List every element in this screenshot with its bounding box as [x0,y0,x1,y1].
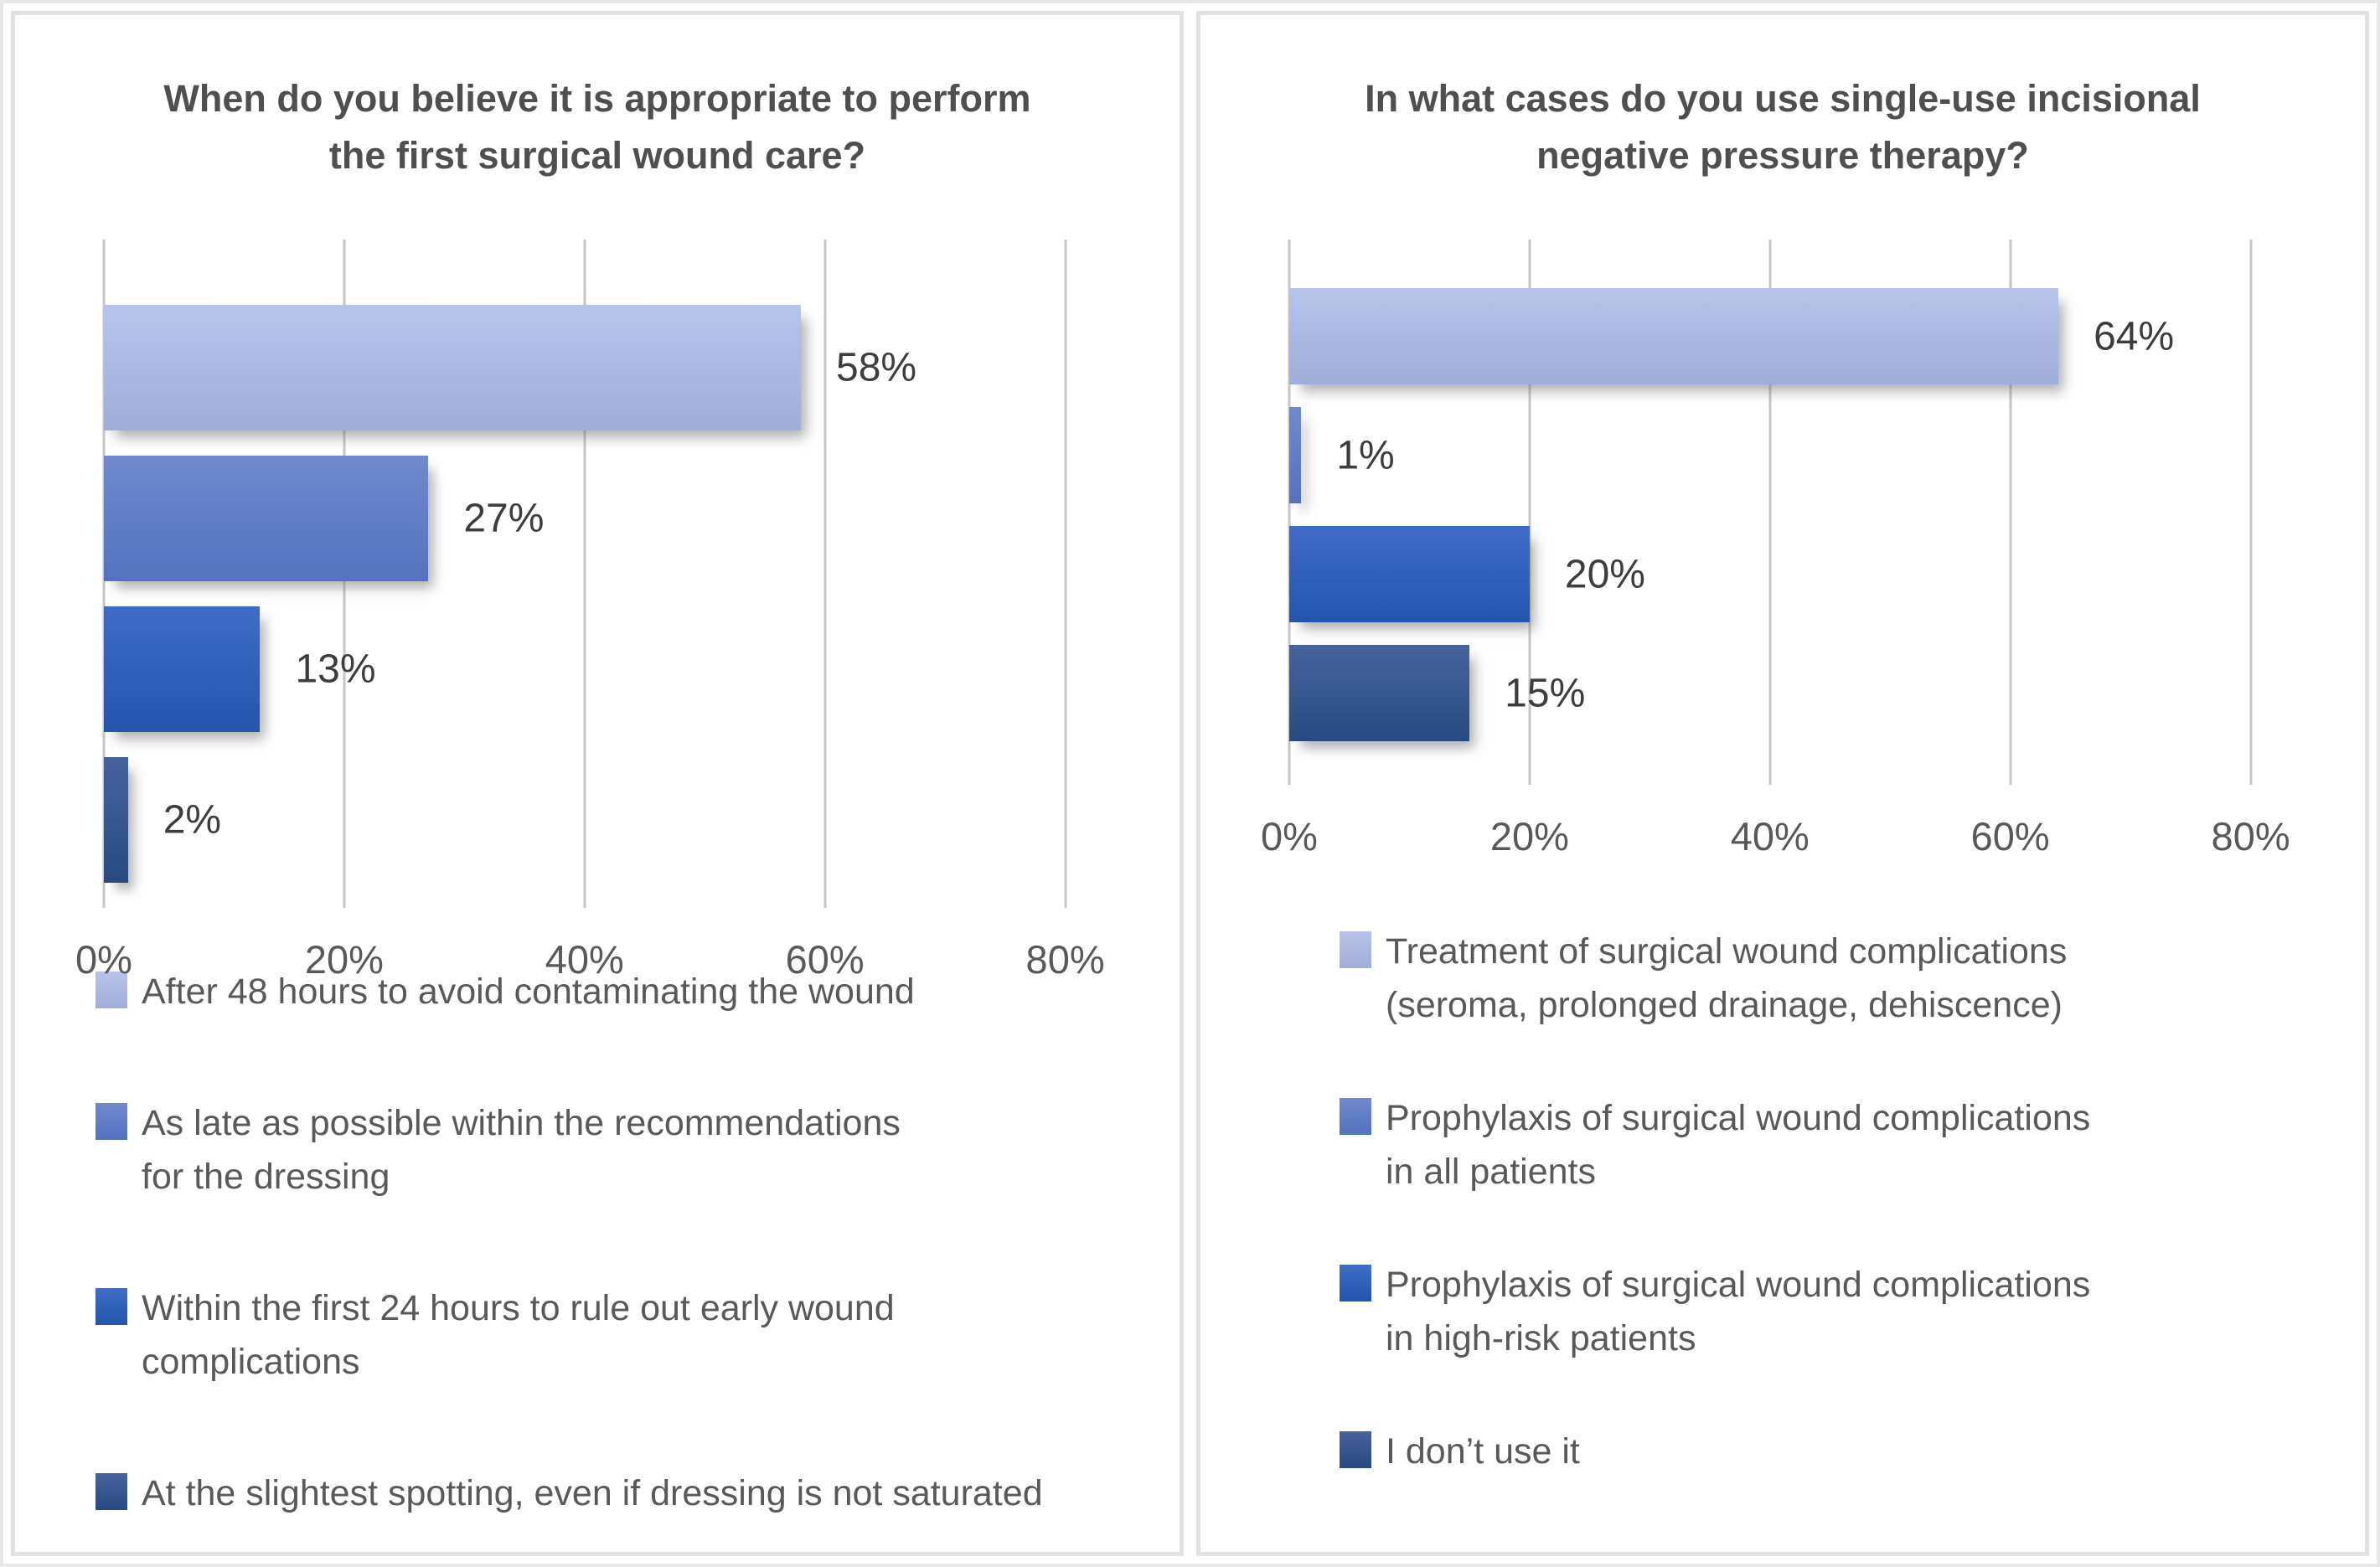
legend-swatch-light-periwinkle [96,972,127,1008]
legend-label: Prophylaxis of surgical wound complicati… [1386,1097,2091,1193]
legend-item: I don’t use it [1340,1425,2336,1479]
bar-medium-blue [1289,407,1302,503]
legend-item: Prophylaxis of surgical wound complicati… [1340,1091,2336,1199]
x-tick: 40% [1730,813,1810,858]
bar-row: 2% [104,757,1116,883]
value-label: 1% [1336,433,1395,477]
panel-first-wound-care-chart: When do you believe it is appropriate to… [11,11,1184,1556]
gridline [2009,240,2012,785]
value-label: 15% [1505,671,1586,715]
legend-swatch-dark-navy-blue [96,1472,127,1510]
legend-swatch-medium-blue [1340,1097,1371,1135]
x-tick: 40% [545,937,624,982]
value-label: 20% [1564,552,1645,596]
bar-row: 64% [1289,288,2301,384]
gridline [2249,240,2253,785]
bar-row: 27% [104,456,1116,581]
legend-label: After 48 hours to avoid contaminating th… [142,972,915,1012]
x-tick: 0% [75,937,132,982]
plot-area: 64% 1% 20% 15% [1288,240,2301,785]
legend-item: Prophylaxis of surgical wound complicati… [1340,1258,2336,1366]
bar-strong-blue [104,606,261,732]
legend-item: Treatment of surgical wound complication… [1340,925,2336,1033]
legend-item: Within the first 24 hours to rule out ea… [96,1281,1151,1389]
x-tick: 0% [1261,813,1318,858]
x-tick: 80% [2211,813,2290,858]
value-label: 58% [836,345,917,390]
value-label: 27% [463,496,545,541]
gridline [1528,240,1531,785]
bar-row: 15% [1289,645,2301,741]
legend-item: After 48 hours to avoid contaminating th… [96,965,1151,1019]
value-label: 2% [163,797,222,843]
bar-medium-blue [104,456,429,581]
legend-item: At the slightest spotting, even if dress… [96,1466,1151,1521]
gridline [1288,240,1291,785]
panel-npwt-usage-chart: In what cases do you use single-use inci… [1196,11,2369,1556]
gridline [823,240,827,908]
bar-row: 58% [104,305,1116,430]
legend-label: I don’t use it [1386,1430,1580,1472]
chart-title: When do you believe it is appropriate to… [163,77,1031,177]
legend: After 48 hours to avoid contaminating th… [44,965,1151,1552]
x-tick: 60% [1970,813,2050,858]
gridline [1064,240,1067,908]
legend-label: Prophylaxis of surgical wound complicati… [1386,1264,2091,1359]
legend-label: Within the first 24 hours to rule out ea… [142,1287,895,1383]
x-tick: 20% [304,937,384,982]
bar-light-periwinkle [1289,288,2059,384]
legend-item: As late as possible within the recommend… [96,1096,1151,1204]
bar-row: 1% [1289,407,2301,503]
value-label: 13% [295,647,376,692]
chart-title: In what cases do you use single-use inci… [1365,77,2201,177]
bar-light-periwinkle [104,305,801,430]
bar-strong-blue [1289,526,1530,622]
gridline [1768,240,1772,785]
legend-label: At the slightest spotting, even if dress… [142,1472,1043,1513]
legend-swatch-medium-blue [96,1102,127,1140]
legend-label: As late as possible within the recommend… [142,1102,901,1198]
bar-dark-navy-blue [1289,645,1470,741]
legend-swatch-strong-blue [1340,1264,1371,1302]
value-label: 64% [2093,314,2175,358]
legend-swatch-strong-blue [96,1287,127,1325]
x-axis: 0% 20% 40% 60% 80% [1261,807,2301,873]
x-tick: 80% [1025,937,1105,982]
gridline [583,240,586,908]
plot-area: 58% 27% 13% 2% [102,240,1116,908]
legend-swatch-dark-navy-blue [1340,1430,1371,1468]
bar-row: 20% [1289,526,2301,622]
legend: Treatment of surgical wound complication… [1229,925,2336,1538]
x-tick: 20% [1489,813,1569,858]
bar-dark-navy-blue [104,757,128,883]
legend-label: Treatment of surgical wound complication… [1386,930,2068,1026]
legend-swatch-light-periwinkle [1340,930,1371,968]
x-tick: 60% [785,937,865,982]
bar-row: 13% [104,606,1116,732]
